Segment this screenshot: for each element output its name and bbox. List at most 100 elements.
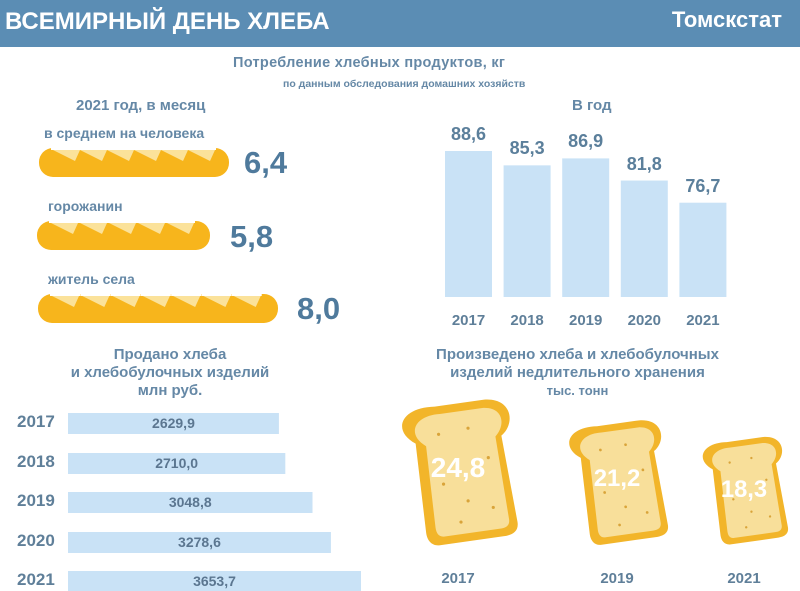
toast-crumb: [441, 482, 446, 486]
loaf-notch: [136, 220, 166, 223]
year-tick-label: 2018: [510, 312, 544, 329]
toast-value-label: 21,2: [593, 465, 641, 493]
loaf-notch: [78, 147, 108, 150]
page-title: ВСЕМИРНЫЙ ДЕНЬ ХЛЕБА: [5, 8, 330, 35]
toast-inner: [580, 427, 661, 538]
loaf-score: [173, 296, 201, 307]
toast-inner: [415, 407, 510, 537]
loaf-notch: [132, 147, 162, 150]
sold-bar-value: 2629,9: [152, 415, 195, 431]
loaf-label: горожанин: [48, 198, 123, 214]
loaf-notch: [80, 293, 111, 296]
yearly-title: В год: [572, 97, 612, 114]
loaf-score: [203, 296, 231, 307]
toast-crumb: [750, 510, 753, 513]
loaf-notch: [159, 147, 189, 150]
year-tick-label: 2020: [627, 312, 661, 329]
loaf-notch: [50, 293, 80, 296]
loaf-score: [80, 223, 107, 234]
loaf-bar: [37, 221, 210, 250]
toast-value-label: 24,8: [430, 452, 486, 484]
sold-year-label: 2018: [17, 452, 55, 471]
loaf-notch: [51, 147, 81, 150]
loaf-score: [138, 223, 165, 234]
year-tick-label: 2017: [451, 312, 486, 329]
toast-crumb: [491, 505, 495, 510]
year-bar-value: 81,8: [626, 153, 662, 174]
toast-inner: [712, 443, 782, 538]
year-bar: [620, 180, 668, 297]
sold-unit: млн руб.: [137, 382, 203, 399]
loaf-score: [188, 150, 215, 161]
toast-crumb: [603, 491, 607, 494]
sold-year-label: 2021: [17, 570, 55, 589]
toast-crumb: [624, 443, 627, 447]
toast-crumb: [599, 448, 602, 452]
toast-crumb: [750, 456, 753, 460]
toast-crumb: [486, 456, 490, 460]
toast-crumb: [645, 511, 649, 514]
sold-bar: [68, 413, 279, 434]
loaf-notch: [165, 220, 195, 223]
sold-bar-value: 2710,0: [155, 455, 199, 471]
toast-slice-icon: [402, 399, 518, 546]
loaf-label: житель села: [48, 271, 135, 287]
toast-crumb: [732, 498, 735, 501]
consumption-title: Потребление хлебных продуктов, кг: [233, 55, 506, 71]
sold-year-label: 2017: [17, 412, 55, 431]
toast-crumb: [459, 520, 463, 524]
toast-crumb: [745, 526, 748, 529]
year-tick-label: 2019: [569, 312, 603, 329]
loaf-value-label: 6,4: [244, 145, 288, 180]
toast-slice-icon: [569, 420, 669, 545]
produced-title-line1: Произведено хлеба и хлебобулочных: [436, 346, 719, 363]
bread-loaf-icon: [38, 293, 278, 323]
toast-slice-icon: [702, 436, 789, 545]
toast-crumb: [624, 505, 628, 509]
loaf-score: [134, 150, 161, 161]
loaf-notch: [110, 293, 141, 296]
sold-bar-value: 3048,8: [168, 494, 212, 510]
toast-value-label: 18,3: [720, 475, 768, 503]
sold-bar: [68, 532, 331, 553]
sold-bar-value: 3653,7: [193, 573, 236, 589]
loaf-value-label: 5,8: [230, 219, 274, 254]
loaf-score: [51, 223, 78, 234]
loaf-notch: [201, 293, 232, 296]
year-bar-value: 76,7: [685, 175, 721, 196]
toast-year-label: 2017: [441, 570, 475, 587]
year-bar: [562, 158, 610, 297]
sold-title: Продано хлеба и хлебобулочных изделий мл…: [40, 346, 300, 400]
loaf-score: [80, 150, 107, 161]
loaf-label: в среднем на человека: [44, 125, 205, 141]
loaf-notch: [78, 220, 108, 223]
sold-title-line1: Продано хлеба: [113, 346, 227, 363]
loaf-score: [233, 296, 261, 307]
year-tick-label: 2021: [686, 312, 720, 329]
loaf-notch: [49, 220, 79, 223]
sold-bar: [68, 453, 286, 474]
loaf-score: [109, 223, 136, 234]
year-bar-value: 88,6: [450, 124, 487, 144]
toast-year-label: 2021: [727, 570, 761, 587]
bread-loaf-icon: [39, 147, 229, 177]
bread-loaf-icon: [37, 220, 210, 250]
loaf-notch: [186, 147, 216, 150]
toast-crumb: [641, 468, 645, 472]
produced-title: Произведено хлеба и хлебобулочных издели…: [395, 346, 760, 400]
toast-year-label: 2019: [600, 570, 634, 587]
produced-title-line2: изделий недлительного хранения: [450, 364, 705, 381]
consumption-subtitle: по данным обследования домашних хозяйств: [283, 78, 526, 90]
toast-crumb: [765, 478, 768, 481]
sold-bar: [68, 492, 313, 513]
sold-year-label: 2019: [17, 491, 55, 510]
loaf-score: [167, 223, 194, 234]
monthly-title: 2021 год, в месяц: [76, 97, 206, 114]
header-banner: ВСЕМИРНЫЙ ДЕНЬ ХЛЕБА Томскстат: [0, 0, 800, 47]
toast-crumb: [728, 461, 731, 464]
toast-crumb: [466, 499, 470, 503]
sold-bar-value: 3278,6: [178, 534, 221, 550]
loaf-score: [53, 150, 80, 161]
sold-year-label: 2020: [17, 531, 55, 550]
